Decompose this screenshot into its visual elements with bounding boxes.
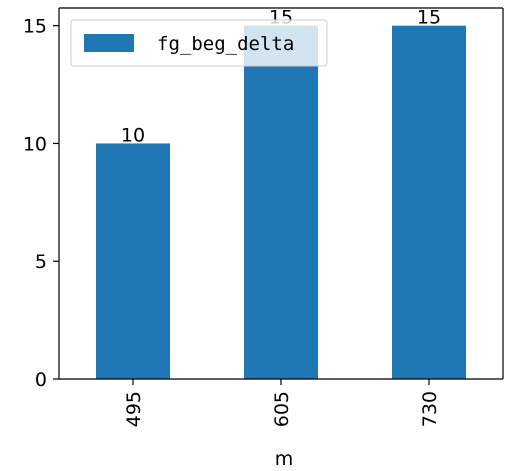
legend-label: fg_beg_delta — [157, 33, 294, 55]
x-tick-label: 730 — [419, 391, 441, 427]
y-tick-label: 0 — [35, 369, 47, 391]
y-tick-label: 10 — [23, 133, 47, 155]
x-axis-label: m — [275, 448, 294, 470]
legend: fg_beg_delta — [70, 19, 328, 67]
bar-495 — [96, 143, 170, 379]
bar-data-label: 15 — [417, 7, 441, 29]
y-axis: 0 5 10 15 — [23, 8, 504, 391]
y-tick-label: 5 — [35, 251, 47, 273]
x-tick-label: 495 — [123, 391, 145, 427]
plot-area — [96, 25, 466, 380]
y-tick-label: 15 — [23, 16, 47, 38]
x-tick-label: 605 — [271, 391, 293, 427]
legend-swatch — [84, 34, 134, 52]
x-axis: 495 605 730 — [59, 7, 503, 427]
bar-605 — [244, 25, 318, 380]
bar-data-label: 10 — [121, 124, 145, 146]
legend-box — [70, 19, 328, 67]
bar-730 — [392, 25, 466, 380]
